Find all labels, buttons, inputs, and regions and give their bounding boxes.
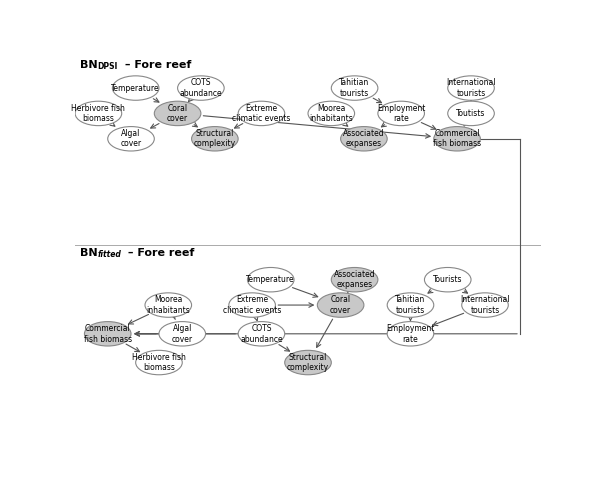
Text: fitted: fitted [97, 250, 121, 259]
Text: International
tourists: International tourists [447, 79, 496, 98]
Text: Commercial
fish biomass: Commercial fish biomass [433, 129, 481, 148]
Ellipse shape [84, 322, 131, 346]
Text: Tourists: Tourists [433, 275, 463, 284]
Ellipse shape [331, 76, 378, 100]
Text: Structural
complexity: Structural complexity [287, 353, 329, 372]
Ellipse shape [229, 293, 275, 317]
Ellipse shape [378, 101, 424, 125]
Ellipse shape [145, 293, 192, 317]
Ellipse shape [154, 101, 201, 125]
Text: COTS
abundance: COTS abundance [180, 79, 222, 98]
Ellipse shape [238, 322, 285, 346]
Ellipse shape [387, 322, 434, 346]
Text: – Fore reef: – Fore reef [121, 61, 191, 70]
Ellipse shape [136, 350, 182, 375]
Ellipse shape [248, 267, 294, 292]
Ellipse shape [434, 126, 480, 151]
Ellipse shape [317, 293, 364, 317]
Text: Toutists: Toutists [456, 109, 486, 118]
Text: – Fore reef: – Fore reef [124, 248, 194, 258]
Ellipse shape [75, 101, 121, 125]
Text: COTS
abundance: COTS abundance [240, 324, 282, 344]
Text: Tahitian
tourists: Tahitian tourists [395, 295, 426, 315]
Ellipse shape [331, 267, 378, 292]
Ellipse shape [178, 76, 224, 100]
Ellipse shape [424, 267, 471, 292]
Ellipse shape [285, 350, 331, 375]
Ellipse shape [308, 101, 355, 125]
Text: Employment
rate: Employment rate [386, 324, 435, 344]
Text: Tahitian
tourists: Tahitian tourists [340, 79, 370, 98]
Ellipse shape [112, 76, 159, 100]
Text: Moorea
inhabitants: Moorea inhabitants [310, 104, 353, 123]
Text: Moorea
inhabitants: Moorea inhabitants [147, 295, 190, 315]
Text: Coral
cover: Coral cover [330, 295, 351, 315]
Ellipse shape [448, 76, 494, 100]
Text: Employment
rate: Employment rate [377, 104, 426, 123]
Ellipse shape [159, 322, 206, 346]
Text: Temperature: Temperature [111, 83, 160, 93]
Text: BN: BN [80, 248, 97, 258]
Text: Structural
complexity: Structural complexity [194, 129, 236, 148]
Text: Coral
cover: Coral cover [167, 104, 188, 123]
Ellipse shape [192, 126, 238, 151]
Ellipse shape [387, 293, 434, 317]
Ellipse shape [462, 293, 508, 317]
Text: Extreme
climatic events: Extreme climatic events [223, 295, 281, 315]
Text: DPSI: DPSI [97, 62, 118, 71]
Text: Commercial
fish biomass: Commercial fish biomass [84, 324, 132, 344]
Text: Herbivore fish
biomass: Herbivore fish biomass [132, 353, 186, 372]
Text: Temperature: Temperature [246, 275, 295, 284]
Text: BN: BN [80, 61, 97, 70]
Ellipse shape [108, 126, 154, 151]
Text: Extreme
climatic events: Extreme climatic events [232, 104, 291, 123]
Text: Algal
cover: Algal cover [172, 324, 193, 344]
Text: Herbivore fish
biomass: Herbivore fish biomass [72, 104, 126, 123]
Text: Algal
cover: Algal cover [120, 129, 142, 148]
Text: International
tourists: International tourists [460, 295, 510, 315]
Ellipse shape [341, 126, 387, 151]
Ellipse shape [448, 101, 494, 125]
Text: Associated
expanses: Associated expanses [334, 270, 376, 289]
Text: Associated
expanses: Associated expanses [343, 129, 385, 148]
Ellipse shape [238, 101, 285, 125]
